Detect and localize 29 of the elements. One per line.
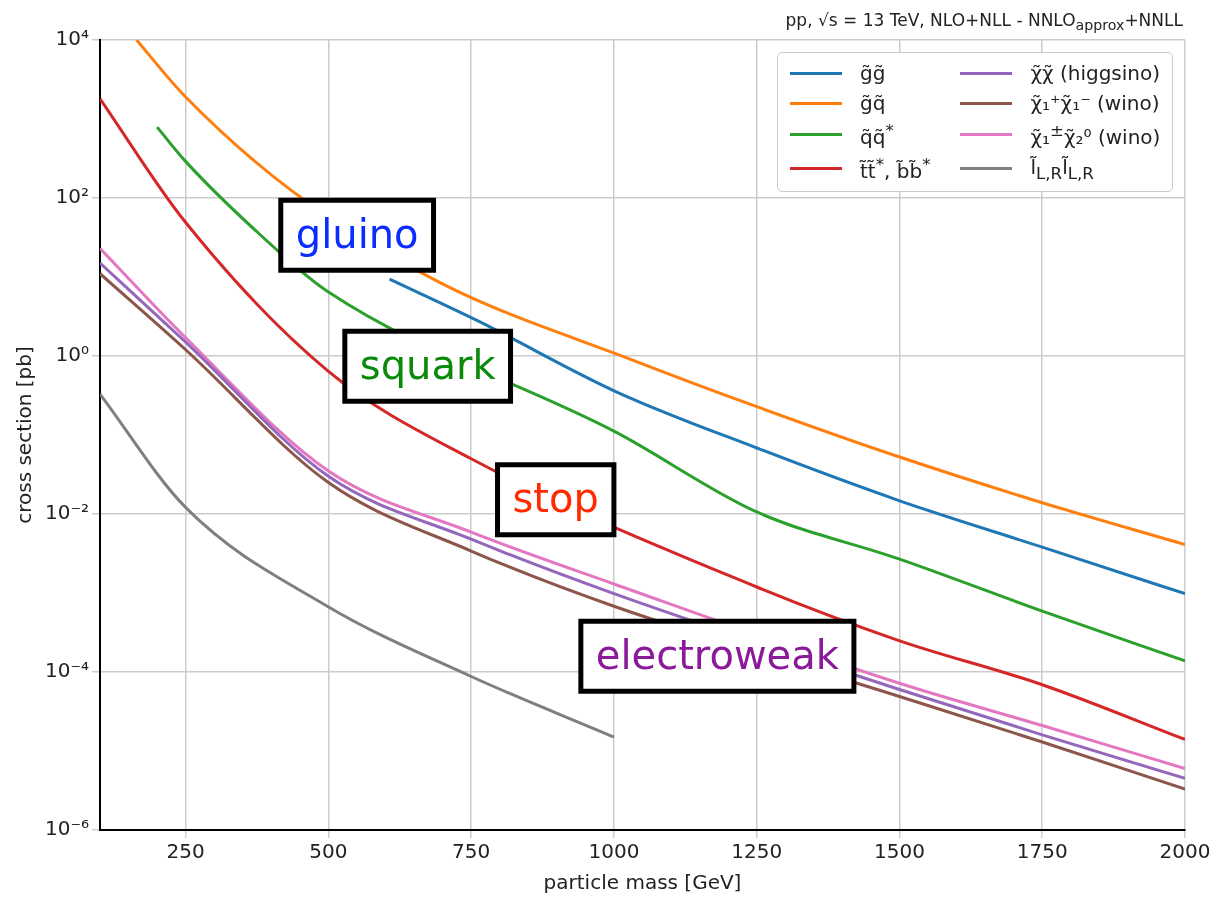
y-tick-label: 10⁻² bbox=[44, 500, 90, 525]
annotation: squark bbox=[359, 341, 497, 388]
x-tick-label: 500 bbox=[309, 839, 348, 864]
legend-label: l̃$_{L,R}$l̃$_{L,R}$ bbox=[1030, 154, 1094, 183]
x-tick-label: 2000 bbox=[1159, 839, 1211, 864]
legend-label: g̃g̃ bbox=[860, 61, 886, 85]
x-tick-label: 750 bbox=[452, 839, 491, 864]
legend-label: q̃q̃$^{*}$ bbox=[860, 121, 894, 149]
y-tick-label: 10⁰ bbox=[55, 342, 90, 367]
x-axis-title: particle mass [GeV] bbox=[543, 870, 742, 895]
annotation: stop bbox=[512, 475, 599, 522]
annotation: electroweak bbox=[595, 631, 840, 678]
y-tick-label: 10⁻⁶ bbox=[44, 816, 90, 841]
x-tick-label: 1500 bbox=[874, 839, 925, 864]
y-tick-label: 10⁴ bbox=[55, 26, 90, 51]
x-tick-label: 250 bbox=[166, 839, 205, 864]
chart-title: pp, √s = 13 TeV, NLO+NLL - NNLO$_{approx}$+NNLL bbox=[785, 10, 1183, 34]
x-tick-label: 1250 bbox=[731, 839, 783, 864]
x-tick-label: 1000 bbox=[588, 839, 640, 864]
legend-label: t̃t̃$^{*}$, b̃b̃$^{*}$ bbox=[860, 154, 931, 183]
legend-label: χ̃₁$^{±}$χ̃₂⁰ (wino) bbox=[1030, 121, 1161, 149]
y-axis-title: cross section [pb] bbox=[12, 346, 37, 524]
x-tick-label: 1750 bbox=[1016, 839, 1068, 864]
y-tick-label: 10⁻⁴ bbox=[44, 658, 90, 683]
legend-label: χ̃χ̃ (higgsino) bbox=[1030, 61, 1161, 85]
y-tick-label: 10² bbox=[55, 184, 90, 209]
legend-label: g̃q̃ bbox=[860, 91, 886, 115]
legend-label: χ̃₁⁺χ̃₁⁻ (wino) bbox=[1030, 91, 1160, 115]
annotation: gluino bbox=[295, 210, 419, 257]
